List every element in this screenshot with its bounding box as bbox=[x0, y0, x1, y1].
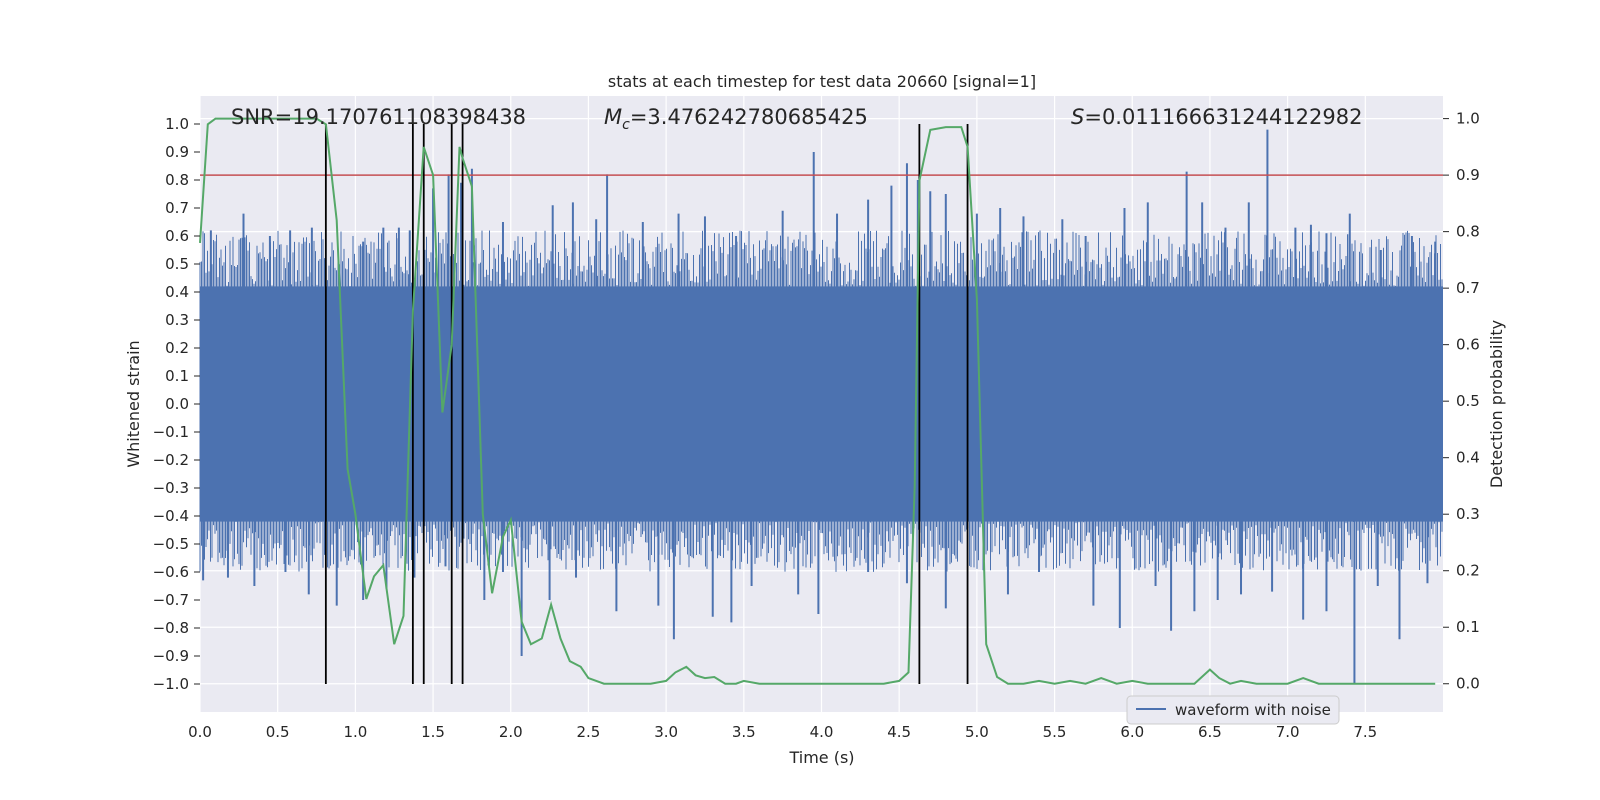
legend: waveform with noise bbox=[1126, 695, 1340, 725]
y2-axis-ticks: 1.0 0.9 0.8 0.7 0.6 0.5 0.4 0.3 0.2 0.1 0.0 bbox=[1443, 110, 1480, 693]
y2-tick-label: 0.8 bbox=[1456, 223, 1480, 241]
y2-tick-label: 1.0 bbox=[1456, 110, 1480, 128]
y-tick-label: 0.1 bbox=[165, 367, 189, 385]
chirp-mass-symbol: M bbox=[604, 105, 622, 129]
y2-tick-label: 0.9 bbox=[1456, 166, 1480, 184]
x-tick-label: 5.5 bbox=[1043, 723, 1067, 741]
y-tick-label: −0.3 bbox=[153, 479, 189, 497]
x-tick-label: 7.5 bbox=[1353, 723, 1377, 741]
y2-tick-label: 0.5 bbox=[1456, 392, 1480, 410]
y2-tick-label: 0.0 bbox=[1456, 675, 1480, 693]
x-tick-label: 6.0 bbox=[1120, 723, 1144, 741]
s-value: =0.011166631244122982 bbox=[1084, 105, 1362, 129]
x-axis-ticks: 0.0 0.5 1.0 1.5 2.0 2.5 3.0 3.5 4.0 4.5 5.0 5.5 6.0 6… bbox=[188, 723, 1377, 741]
y2-tick-label: 0.4 bbox=[1456, 449, 1480, 467]
y-tick-label: −1.0 bbox=[153, 675, 189, 693]
x-tick-label: 1.5 bbox=[421, 723, 445, 741]
y-axis-ticks: 1.0 0.9 0.8 0.7 0.6 0.5 0.4 0.3 0.2 0.1 0.0 −0.1 −0.… bbox=[153, 115, 200, 693]
snr-annotation: SNR=19.170761108398438 bbox=[231, 105, 526, 129]
y-axis-label: Whitened strain bbox=[124, 340, 143, 467]
x-tick-label: 0.5 bbox=[266, 723, 290, 741]
y-tick-label: 0.8 bbox=[165, 171, 189, 189]
s-symbol: S bbox=[1071, 105, 1084, 129]
x-tick-label: 2.0 bbox=[499, 723, 523, 741]
y2-axis-label: Detection probability bbox=[1487, 320, 1506, 488]
detection-probability-line bbox=[199, 117, 1436, 685]
y-tick-label: −0.5 bbox=[153, 535, 189, 553]
y-tick-label: 1.0 bbox=[165, 115, 189, 133]
detection-probability-series bbox=[199, 117, 1436, 685]
chirp-mass-subscript: c bbox=[622, 117, 630, 133]
y-tick-label: −0.1 bbox=[153, 423, 189, 441]
y-tick-label: 0.5 bbox=[165, 255, 189, 273]
y-tick-label: −0.7 bbox=[153, 591, 189, 609]
y-tick-label: 0.2 bbox=[165, 339, 189, 357]
chirp-mass-annotation: Mc=3.476242780685425 bbox=[604, 105, 868, 133]
y-tick-label: −0.4 bbox=[153, 507, 189, 525]
x-tick-label: 4.0 bbox=[810, 723, 834, 741]
y2-tick-label: 0.1 bbox=[1456, 618, 1480, 636]
legend-label: waveform with noise bbox=[1175, 701, 1331, 719]
x-tick-label: 3.0 bbox=[654, 723, 678, 741]
x-tick-label: 0.0 bbox=[188, 723, 212, 741]
y-tick-label: 0.0 bbox=[165, 395, 189, 413]
x-tick-label: 6.5 bbox=[1198, 723, 1222, 741]
y2-tick-label: 0.6 bbox=[1456, 336, 1480, 354]
y2-tick-label: 0.3 bbox=[1456, 505, 1480, 523]
x-tick-label: 1.0 bbox=[343, 723, 367, 741]
x-tick-label: 2.5 bbox=[577, 723, 601, 741]
x-axis-label: Time (s) bbox=[788, 748, 854, 767]
x-tick-label: 3.5 bbox=[732, 723, 756, 741]
y-tick-label: 0.9 bbox=[165, 143, 189, 161]
y2-tick-label: 0.7 bbox=[1456, 279, 1480, 297]
y-tick-label: −0.2 bbox=[153, 451, 189, 469]
chart-title: stats at each timestep for test data 206… bbox=[608, 72, 1036, 91]
y2-tick-label: 0.2 bbox=[1456, 562, 1480, 580]
x-tick-label: 4.5 bbox=[887, 723, 911, 741]
y-tick-label: 0.7 bbox=[165, 199, 189, 217]
x-tick-label: 7.0 bbox=[1276, 723, 1300, 741]
chirp-mass-value: =3.476242780685425 bbox=[630, 105, 868, 129]
legend-box bbox=[1126, 695, 1340, 725]
s-annotation: S=0.011166631244122982 bbox=[1071, 105, 1362, 129]
x-tick-label: 5.0 bbox=[965, 723, 989, 741]
y-tick-label: 0.6 bbox=[165, 227, 189, 245]
y-tick-label: 0.4 bbox=[165, 283, 189, 301]
vertical-markers bbox=[324, 124, 969, 684]
y-tick-label: −0.6 bbox=[153, 563, 189, 581]
y-tick-label: 0.3 bbox=[165, 311, 189, 329]
y-tick-label: −0.9 bbox=[153, 647, 189, 665]
y-tick-label: −0.8 bbox=[153, 619, 189, 637]
